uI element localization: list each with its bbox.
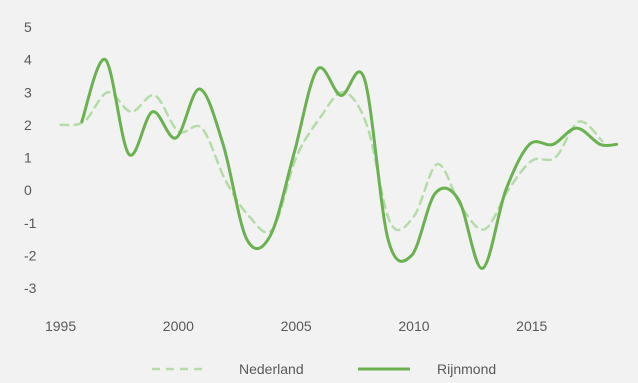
y-tick-label: 4 xyxy=(24,52,32,68)
y-tick-label: 0 xyxy=(24,182,32,198)
y-tick-label: 1 xyxy=(24,150,32,166)
series-line-nederland xyxy=(59,91,604,234)
plot-area xyxy=(59,58,619,270)
legend-label-rijnmond: Rijnmond xyxy=(437,361,496,377)
x-tick-label: 2005 xyxy=(281,318,312,334)
y-axis: 5 4 3 2 1 0 -1 -2 -3 xyxy=(24,19,37,296)
legend-label-nederland: Nederland xyxy=(239,361,304,377)
x-tick-label: 2015 xyxy=(516,318,547,334)
x-tick-label: 2010 xyxy=(398,318,429,334)
y-tick-label: 5 xyxy=(24,19,32,35)
y-tick-label: 3 xyxy=(24,84,32,100)
legend: Nederland Rijnmond xyxy=(152,361,496,377)
x-tick-label: 1995 xyxy=(45,318,76,334)
x-tick-label: 2000 xyxy=(163,318,194,334)
y-tick-label: -2 xyxy=(24,247,37,263)
x-axis: 1995 2000 2005 2010 2015 xyxy=(45,318,548,334)
y-tick-label: -3 xyxy=(24,280,37,296)
y-tick-label: -1 xyxy=(24,215,37,231)
series-line-rijnmond xyxy=(80,58,619,270)
y-tick-label: 2 xyxy=(24,117,32,133)
